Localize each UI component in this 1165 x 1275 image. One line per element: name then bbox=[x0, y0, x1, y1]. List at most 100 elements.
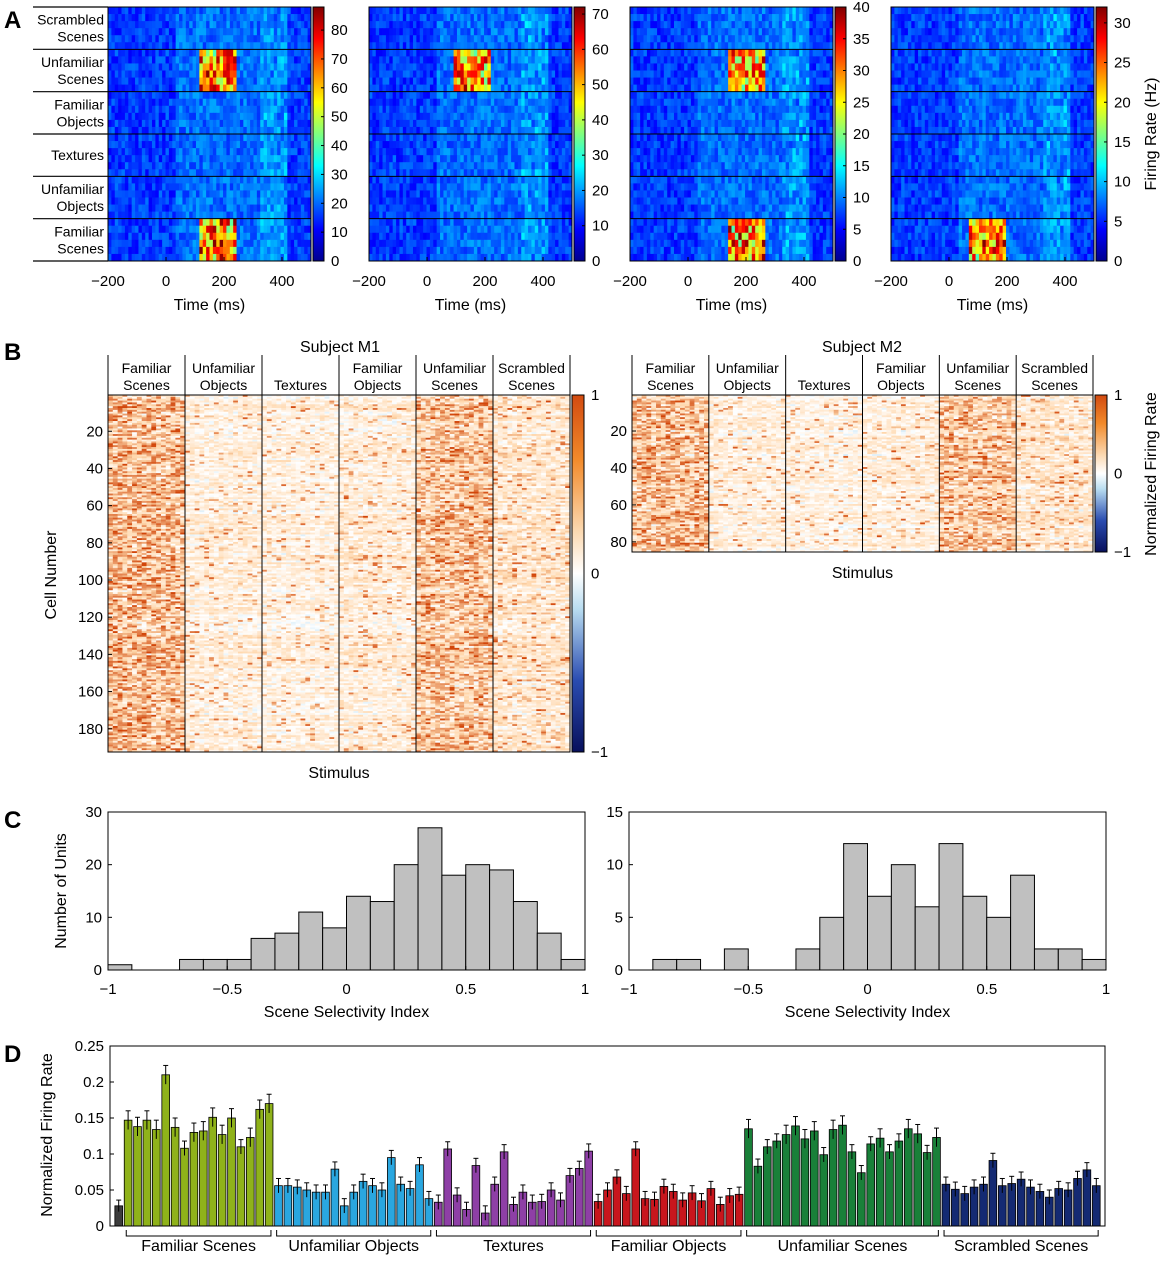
heatmap-bin bbox=[169, 226, 173, 233]
heatmap-bin bbox=[535, 42, 539, 49]
heatmap-bin bbox=[538, 233, 542, 240]
heatmap-bin bbox=[128, 254, 132, 261]
heatmap-bin bbox=[155, 28, 159, 35]
heatmap-bin bbox=[562, 190, 566, 197]
heatmap-bin bbox=[427, 162, 431, 169]
heatmap-bin bbox=[216, 226, 220, 233]
heatmap-bin bbox=[270, 247, 274, 254]
heatmap-bin bbox=[447, 169, 451, 176]
heatmap-bin bbox=[511, 42, 515, 49]
heatmap-bin bbox=[450, 162, 454, 169]
heatmap-bin bbox=[301, 226, 305, 233]
heatmap-bin bbox=[565, 205, 569, 212]
heatmap-bin bbox=[454, 212, 458, 219]
heatmap-bin bbox=[379, 85, 383, 92]
heatmap-bin bbox=[813, 35, 817, 42]
heatmap-bin bbox=[176, 28, 180, 35]
heatmap-bin bbox=[118, 247, 122, 254]
heatmap-bin bbox=[677, 35, 681, 42]
heatmap-bin bbox=[220, 141, 224, 148]
heatmap-bin bbox=[210, 190, 214, 197]
heatmap-bin bbox=[494, 183, 498, 190]
heatmap-bin bbox=[721, 21, 725, 28]
heatmap-bin bbox=[406, 106, 410, 113]
heatmap-bin bbox=[732, 63, 736, 70]
heatmap-bin bbox=[383, 155, 387, 162]
heatmap-bin bbox=[525, 198, 529, 205]
heatmap-bin bbox=[654, 35, 658, 42]
heatmap-bin bbox=[274, 92, 278, 99]
heatmap-bin bbox=[477, 247, 481, 254]
heatmap-bin bbox=[111, 7, 115, 14]
heatmap-bin bbox=[786, 28, 790, 35]
heatmap-bin bbox=[538, 240, 542, 247]
heatmap-bin bbox=[647, 21, 651, 28]
heatmap-bin bbox=[745, 63, 749, 70]
heatmap-bin bbox=[111, 212, 115, 219]
heatmap-bin bbox=[264, 49, 268, 56]
heatmap-bin bbox=[474, 148, 478, 155]
heatmap-bin bbox=[457, 78, 461, 85]
heatmap-bin bbox=[491, 28, 495, 35]
heatmap-bin bbox=[226, 120, 230, 127]
heatmap-bin bbox=[491, 78, 495, 85]
heatmap-bin bbox=[525, 85, 529, 92]
heatmap-bin bbox=[257, 233, 261, 240]
heatmap-bin bbox=[545, 134, 549, 141]
heatmap-bin bbox=[152, 148, 156, 155]
heatmap-bin bbox=[531, 240, 535, 247]
heatmap-bin bbox=[220, 212, 224, 219]
heatmap-bin bbox=[277, 106, 281, 113]
heatmap-bin bbox=[122, 56, 126, 63]
heatmap-bin bbox=[230, 49, 234, 56]
heatmap-bin bbox=[243, 205, 247, 212]
heatmap-bin bbox=[423, 219, 427, 226]
heatmap-bin bbox=[440, 240, 444, 247]
heatmap-bin bbox=[481, 134, 485, 141]
heatmap-bin bbox=[291, 92, 295, 99]
heatmap-bin bbox=[477, 254, 481, 261]
heatmap-bin bbox=[203, 247, 207, 254]
heatmap-bin bbox=[240, 92, 244, 99]
heatmap-bin bbox=[237, 120, 241, 127]
heatmap-bin bbox=[159, 35, 163, 42]
heatmap-bin bbox=[169, 92, 173, 99]
heatmap-bin bbox=[474, 28, 478, 35]
heatmap-bin bbox=[772, 49, 776, 56]
heatmap-bin bbox=[819, 42, 823, 49]
heatmap-bin bbox=[216, 141, 220, 148]
heatmap-bin bbox=[284, 190, 288, 197]
heatmap-bin bbox=[176, 7, 180, 14]
heatmap-bin bbox=[437, 233, 441, 240]
heatmap-bin bbox=[284, 42, 288, 49]
heatmap-bin bbox=[118, 162, 122, 169]
heatmap-bin bbox=[304, 71, 308, 78]
heatmap-bin bbox=[189, 113, 193, 120]
heatmap-bin bbox=[403, 226, 407, 233]
heatmap-bin bbox=[233, 190, 237, 197]
heatmap-bin bbox=[491, 254, 495, 261]
heatmap-bin bbox=[403, 148, 407, 155]
heatmap-bin bbox=[521, 92, 525, 99]
heatmap-bin bbox=[111, 155, 115, 162]
heatmap-bin bbox=[179, 92, 183, 99]
heatmap-bin bbox=[250, 99, 254, 106]
heatmap-bin bbox=[216, 14, 220, 21]
heatmap-bin bbox=[399, 205, 403, 212]
heatmap-bin bbox=[274, 226, 278, 233]
heatmap-bin bbox=[196, 35, 200, 42]
heatmap-bin bbox=[287, 7, 291, 14]
heatmap-bin bbox=[518, 226, 522, 233]
heatmap-bin bbox=[518, 28, 522, 35]
heatmap-bin bbox=[304, 49, 308, 56]
heatmap-bin bbox=[542, 120, 546, 127]
heatmap-bin bbox=[142, 219, 146, 226]
heatmap-bin bbox=[420, 71, 424, 78]
heatmap-bin bbox=[745, 28, 749, 35]
heatmap-bin bbox=[237, 85, 241, 92]
heatmap-bin bbox=[406, 71, 410, 78]
heatmap-bin bbox=[155, 21, 159, 28]
heatmap-bin bbox=[637, 14, 641, 21]
heatmap-bin bbox=[681, 63, 685, 70]
heatmap-bin bbox=[457, 212, 461, 219]
